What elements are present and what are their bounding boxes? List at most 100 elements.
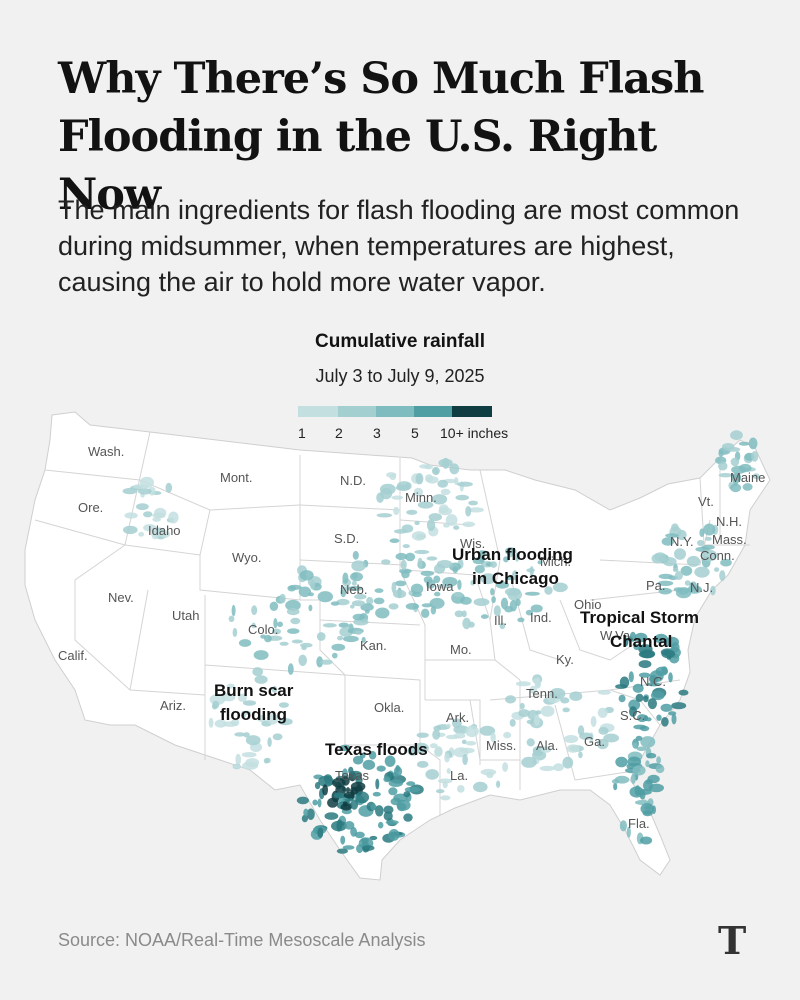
rainfall-patch: [730, 430, 743, 441]
map-title: Cumulative rainfall: [315, 331, 485, 352]
rainfall-patch: [336, 598, 350, 606]
rainfall-patch: [496, 780, 501, 788]
rainfall-patch: [619, 676, 630, 689]
state-label: Nev.: [108, 590, 134, 605]
rainfall-patch: [322, 784, 328, 796]
rainfall-patch: [431, 494, 448, 505]
rainfall-patch: [151, 527, 159, 540]
state-label: N.H.: [716, 514, 742, 529]
rainfall-patch: [251, 605, 258, 616]
rainfall-patch: [650, 690, 665, 701]
rainfall-patch: [303, 808, 309, 817]
rainfall-patch: [426, 556, 438, 561]
rainfall-patch: [540, 746, 552, 753]
rainfall-patch: [243, 732, 250, 738]
rainfall-patch: [223, 721, 238, 727]
rainfall-patch: [438, 507, 453, 516]
rainfall-patch: [509, 600, 518, 612]
rainfall-patch: [661, 537, 675, 546]
state-label: Mont.: [220, 470, 253, 485]
rainfall-patch: [133, 484, 149, 489]
rainfall-patch: [388, 779, 403, 787]
rainfall-patch: [598, 727, 609, 735]
rainfall-patch: [718, 450, 724, 457]
map-subtitle: July 3 to July 9, 2025: [315, 366, 485, 386]
rainfall-patch: [383, 811, 393, 821]
rainfall-patch: [327, 797, 339, 808]
rainfall-patch: [412, 591, 422, 598]
rainfall-patch: [701, 549, 718, 562]
rainfall-patch: [389, 538, 400, 543]
rainfall-patch: [287, 663, 294, 675]
rainfall-patch: [434, 591, 441, 597]
rainfall-patch: [343, 635, 359, 643]
state-label: Texas: [335, 768, 369, 783]
rainfall-patch: [665, 636, 679, 648]
rainfall-patch: [242, 710, 252, 715]
rainfall-patch: [417, 501, 434, 509]
rainfall-patch: [643, 779, 653, 792]
rainfall-patch: [465, 741, 477, 746]
rainfall-patch: [351, 600, 366, 607]
rainfall-patch: [374, 588, 384, 593]
rainfall-patch: [515, 598, 521, 607]
rainfall-patch: [500, 597, 509, 610]
rainfall-patch: [490, 588, 495, 596]
rainfall-patch: [603, 733, 620, 743]
rainfall-patch: [553, 763, 564, 772]
legend-swatch: [414, 406, 452, 417]
rainfall-patch: [473, 781, 488, 793]
rainfall-patch: [722, 443, 735, 451]
rainfall-patch: [569, 691, 583, 701]
state-label: Mo.: [450, 642, 472, 657]
rainfall-patch: [440, 795, 451, 801]
rainfall-patch: [636, 746, 647, 752]
rainfall-patch: [352, 550, 359, 560]
rainfall-patch: [453, 525, 460, 530]
rainfall-patch: [529, 685, 538, 694]
state-label: Ala.: [536, 738, 558, 753]
rainfall-patch: [375, 607, 390, 619]
rainfall-patch: [391, 495, 404, 500]
rainfall-patch: [388, 787, 398, 796]
rainfall-patch: [710, 585, 716, 596]
rainfall-patch: [267, 737, 272, 748]
rainfall-patch: [629, 631, 637, 642]
rainfall-patch: [440, 488, 451, 496]
state-label: Maine: [730, 470, 765, 485]
map-annotations: Urban flooding in Chicago Tropical Storm…: [214, 545, 699, 759]
rainfall-patch: [235, 753, 241, 766]
rainfall-patch: [278, 718, 293, 726]
rainfall-patch: [457, 785, 465, 793]
rainfall-patch: [699, 528, 705, 537]
rainfall-patch: [635, 693, 644, 703]
rainfall-patch: [503, 731, 512, 739]
rainfall-patch: [342, 845, 355, 850]
rainfall-patch: [241, 752, 257, 758]
rainfall-patch: [517, 617, 525, 623]
rainfall-patch: [393, 766, 403, 777]
rainfall-patch: [152, 517, 161, 522]
rainfall-patch: [366, 596, 374, 605]
rainfall-patch: [433, 725, 442, 732]
state-label: Vt.: [698, 494, 714, 509]
state-label: N.J.: [690, 580, 713, 595]
rainfall-patch: [393, 589, 407, 599]
legend-swatch: [298, 406, 338, 417]
rainfall-patch: [563, 735, 579, 743]
state-label: Ohio: [574, 597, 601, 612]
rainfall-patch: [154, 507, 167, 518]
rainfall-patch: [369, 835, 378, 841]
state-label: Fla.: [628, 816, 650, 831]
rainfall-patch: [631, 773, 636, 784]
rainfall-patch: [626, 826, 631, 838]
rainfall-patch: [714, 567, 720, 572]
rainfall-patch: [299, 570, 314, 581]
rainfall-patch: [480, 768, 497, 776]
rainfall-patch: [309, 579, 316, 590]
rainfall-patch: [524, 591, 540, 596]
rainfall-patch: [549, 688, 566, 700]
rainfall-patch: [671, 702, 687, 710]
rainfall-patch: [417, 557, 423, 569]
rainfall-patch: [352, 613, 365, 621]
